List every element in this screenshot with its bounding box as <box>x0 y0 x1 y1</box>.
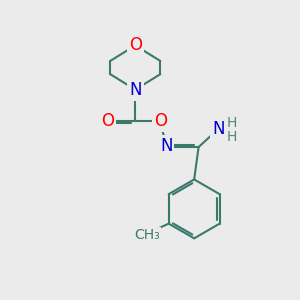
Text: H: H <box>226 130 237 144</box>
Text: N: N <box>212 120 225 138</box>
Text: N: N <box>129 81 142 99</box>
Text: N: N <box>160 136 172 154</box>
Text: O: O <box>129 37 142 55</box>
Text: O: O <box>154 112 167 130</box>
Text: O: O <box>101 112 114 130</box>
Text: H: H <box>226 116 237 130</box>
Text: CH₃: CH₃ <box>134 228 160 242</box>
